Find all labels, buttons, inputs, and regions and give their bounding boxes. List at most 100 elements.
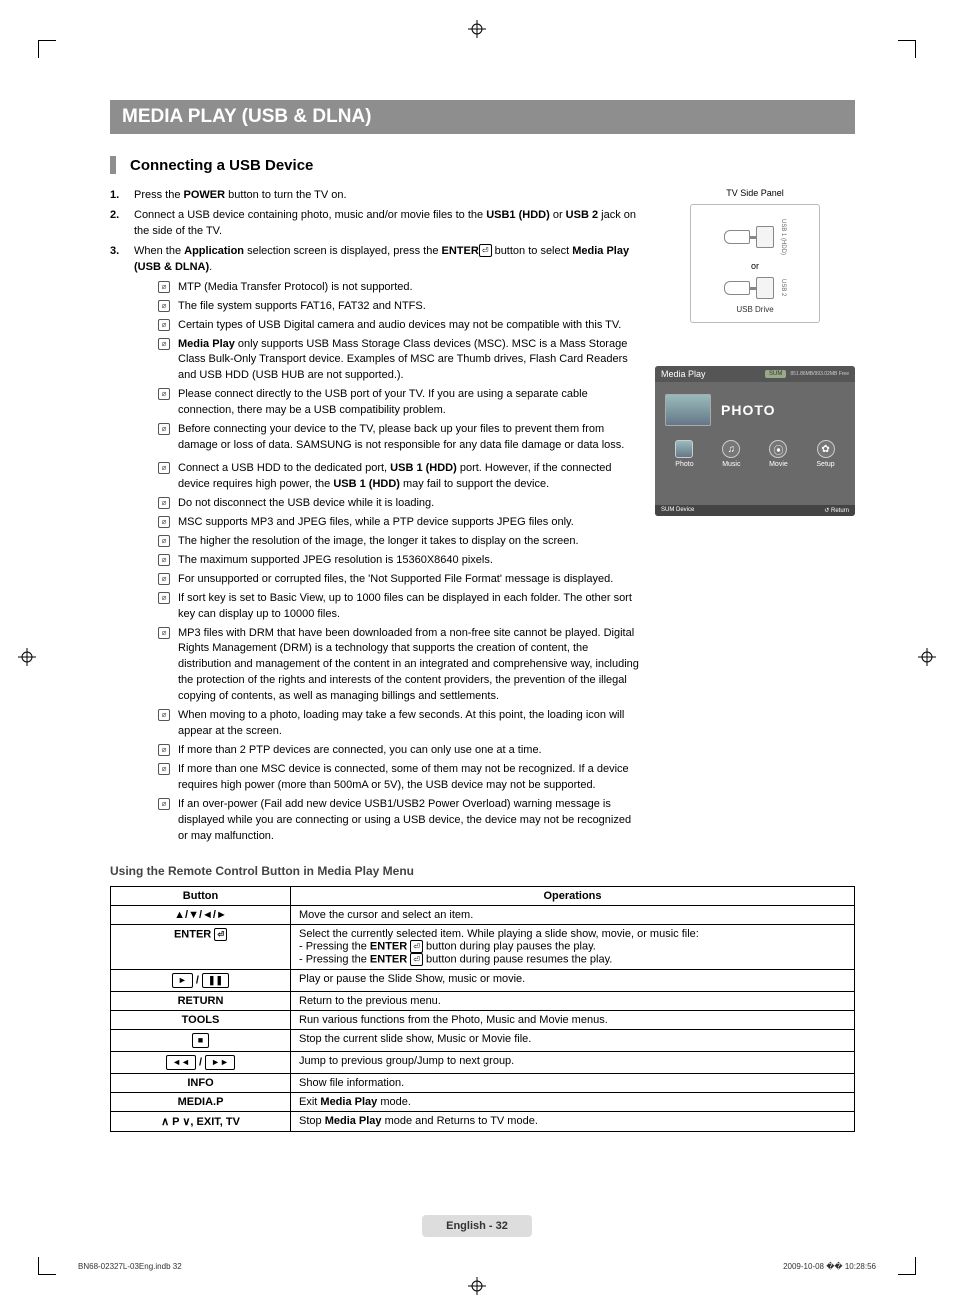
usb-port-icon [756,277,774,299]
tab-photo: Photo [675,440,693,468]
text: Press the [134,189,184,201]
table-row: TOOLS Run various functions from the Pho… [111,1010,855,1029]
note: MP3 files with DRM that have been downlo… [178,626,643,706]
prev-icon: ◄◄ [166,1055,196,1070]
usb-drive-label: USB Drive [695,305,815,314]
next-icon: ►► [205,1055,235,1070]
note: Media Play only supports USB Mass Storag… [178,337,643,385]
banner-title: MEDIA PLAY (USB & DLNA) [110,100,855,134]
text: button during play pauses the play. [423,940,596,952]
movie-icon: ⦿ [769,440,787,458]
note-icon: ⌀ [158,319,170,331]
col-button: Button [111,886,291,905]
note: The maximum supported JPEG resolution is… [178,553,643,569]
preview-title: Media Play [661,369,706,379]
button-cell: ► / ❚❚ [111,969,291,991]
tv-side-panel-figure: TV Side Panel USB 1 (HDD) or USB 2 [655,188,855,348]
operation-cell: Stop the current slide show, Music or Mo… [291,1029,855,1051]
text: Exit [299,1096,320,1108]
table-row: RETURN Return to the previous menu. [111,991,855,1010]
pause-icon: ❚❚ [202,973,229,988]
text: selection screen is displayed, press the [244,245,442,257]
text: Application [184,245,244,257]
sum-badge: SUM [765,370,786,378]
text: USB 2 [566,209,598,221]
table-row: ► / ❚❚ Play or pause the Slide Show, mus… [111,969,855,991]
text: only supports USB Mass Storage Class dev… [178,338,628,382]
text: Stop [299,1115,325,1127]
usb-connector-icon [724,230,750,244]
button-cell: ENTER ⏎ [111,924,291,969]
operation-cell: Run various functions from the Photo, Mu… [291,1010,855,1029]
note: The higher the resolution of the image, … [178,534,643,550]
enter-icon: ⏎ [214,928,227,941]
tab-setup: ✿Setup [816,440,834,468]
operation-cell: Return to the previous menu. [291,991,855,1010]
text: . [209,261,212,273]
text: Select the currently selected item. Whil… [299,928,846,940]
text: ENTER [174,928,211,940]
note-icon: ⌀ [158,554,170,566]
notes-narrow: ⌀MTP (Media Transfer Protocol) is not su… [158,280,643,454]
or-label: or [695,261,815,271]
media-play-preview: Media Play SUM 851.86MB/993.02MB Free PH… [655,366,855,516]
crop-mark-icon [898,1257,916,1275]
tab-label: Photo [675,461,693,468]
footer-right: ↺ Return [824,507,849,514]
preview-header: Media Play SUM 851.86MB/993.02MB Free [655,366,855,382]
preview-main: PHOTO [655,382,855,432]
tab-label: Music [722,461,740,468]
stop-icon: ■ [192,1033,209,1048]
note: If more than 2 PTP devices are connected… [178,743,643,759]
preview-footer: SUM Device ↺ Return [655,505,855,516]
section-bar-icon [110,156,116,174]
file-reference: BN68-02327L-03Eng.indb 32 [78,1262,182,1271]
text: Media Play [325,1115,382,1127]
setup-icon: ✿ [817,440,835,458]
text: USB 1 (HDD) [333,478,400,490]
note-icon: ⌀ [158,535,170,547]
text: button to turn the TV on. [225,189,347,201]
photo-label: PHOTO [721,402,776,418]
port-label: USB 1 (HDD) [780,219,786,255]
table-heading: Using the Remote Control Button in Media… [110,864,855,878]
table-row: ■ Stop the current slide show, Music or … [111,1029,855,1051]
note: When moving to a photo, loading may take… [178,708,643,740]
note-icon: ⌀ [158,281,170,293]
note: If sort key is set to Basic View, up to … [178,591,643,623]
footer-left: SUM Device [661,507,694,514]
page-footer: English - 32 [0,1215,954,1237]
button-cell: MEDIA.P [111,1092,291,1111]
tab-label: Movie [769,461,788,468]
port-label: USB 2 [780,279,786,296]
text: USB1 (HDD) [486,209,550,221]
text: or [550,209,566,221]
enter-icon: ⏎ [410,953,423,966]
usb-port-icon [756,226,774,248]
note: If an over-power (Fail add new device US… [178,797,643,845]
text: mode. [377,1096,411,1108]
note-icon: ⌀ [158,300,170,312]
note: Please connect directly to the USB port … [178,387,643,419]
text: Connect a USB HDD to the dedicated port, [178,462,390,474]
main-row: 1. Press the POWER button to turn the TV… [110,188,855,848]
tab-music: ♫Music [722,440,740,468]
note: MSC supports MP3 and JPEG files, while a… [178,515,643,531]
text: button to select [492,245,573,257]
side-figures: TV Side Panel USB 1 (HDD) or USB 2 [655,188,855,848]
tab-movie: ⦿ Movie [769,440,788,468]
note: Before connecting your device to the TV,… [178,422,643,454]
table-row: ENTER ⏎ Select the currently selected it… [111,924,855,969]
note-icon: ⌀ [158,763,170,775]
crop-mark-icon [898,40,916,58]
section-title: Connecting a USB Device [130,157,313,174]
text: Return [831,508,849,514]
text: - Pressing the [299,953,370,965]
operation-cell: Exit Media Play mode. [291,1092,855,1111]
text: - Pressing the [299,940,370,952]
table-row: ▲/▼/◄/► Move the cursor and select an it… [111,905,855,924]
text: When the [134,245,184,257]
figure-caption: TV Side Panel [655,188,855,198]
table-row: MEDIA.P Exit Media Play mode. [111,1092,855,1111]
button-cell: INFO [111,1073,291,1092]
